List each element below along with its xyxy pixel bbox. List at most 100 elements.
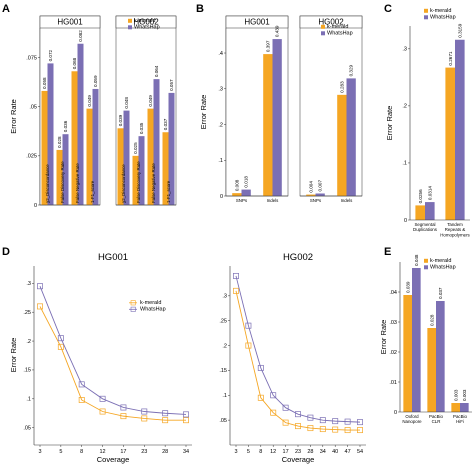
facet-title: HG001 xyxy=(244,18,270,27)
bar-value-label: 0.064 xyxy=(154,65,159,77)
y-tick-label: .05 xyxy=(29,104,37,110)
legend-marker xyxy=(130,300,136,306)
y-tick-label: 0 xyxy=(34,203,37,209)
data-point-whatshap xyxy=(78,381,85,388)
y-tick-label: .3 xyxy=(402,47,407,53)
bar-value-label: 0.283 xyxy=(339,81,344,93)
legend-label-kmerald: k-merald xyxy=(430,8,451,14)
panel-letter-a: A xyxy=(2,3,10,15)
y-tick-label: .2 xyxy=(218,122,223,128)
y-tick-label: .03 xyxy=(389,320,397,326)
y-tick-label: .01 xyxy=(389,380,397,386)
bar-value-label: 0.058 xyxy=(42,77,47,89)
category-label: PacBio CLR xyxy=(429,414,443,424)
x-tick-label: 8 xyxy=(259,449,262,455)
facet-title: HG002 xyxy=(133,18,159,27)
bar-kmerald xyxy=(162,132,169,205)
bar-value-label: 0.049 xyxy=(87,95,92,107)
bar-whatshap xyxy=(272,39,282,196)
legend-label-whatshap: WhatsHap xyxy=(327,31,353,37)
data-point-whatshap xyxy=(120,404,127,411)
y-tick-label: .2 xyxy=(26,339,31,345)
data-point-kmerald xyxy=(357,427,363,434)
bar-value-label: 0.0256 xyxy=(418,189,423,203)
bar-value-label: 0.003 xyxy=(453,389,458,401)
legend-label-kmerald: k-merald xyxy=(140,300,161,306)
y-axis-label: Error Rate xyxy=(385,106,394,141)
bar-value-label: 0.003 xyxy=(462,389,467,401)
category-label: 1-F1_score xyxy=(166,180,171,203)
legend-swatch xyxy=(424,258,428,263)
bar-whatshap xyxy=(168,92,175,205)
bar-kmerald xyxy=(263,54,273,197)
bar-kmerald xyxy=(306,194,316,196)
data-point-kmerald xyxy=(282,419,289,426)
series-line-whatshap xyxy=(39,286,187,415)
category-label: Tandem Repeats & Homopolymers xyxy=(440,222,470,237)
y-tick-label: .3 xyxy=(26,281,31,287)
bar-value-label: 0.439 xyxy=(275,25,280,37)
y-tick-label: .2 xyxy=(402,104,407,110)
x-tick-label: 8 xyxy=(80,449,83,455)
data-point-kmerald xyxy=(141,415,148,422)
data-point-kmerald xyxy=(78,397,85,403)
legend-label-whatshap: WhatsHap xyxy=(134,25,160,31)
data-point-kmerald xyxy=(99,408,106,415)
category-label: SNPs xyxy=(236,198,248,203)
legend-swatch xyxy=(424,8,428,13)
x-tick-label: 23 xyxy=(295,449,301,455)
y-axis-label: Error Rate xyxy=(9,338,18,373)
bar-value-label: 0.036 xyxy=(63,120,68,132)
panel-letter-e: E xyxy=(384,246,391,258)
bar-value-label: 0.057 xyxy=(169,79,174,91)
data-point-whatshap xyxy=(282,404,289,411)
category-label: Oxford Nanopore xyxy=(402,414,422,424)
facet-title: HG002 xyxy=(318,18,344,27)
bar-value-label: 0.068 xyxy=(72,57,77,69)
bar-value-label: 0.025 xyxy=(133,142,138,154)
category-label-line: PacBio xyxy=(453,414,467,419)
y-tick-label: .1 xyxy=(222,393,227,399)
bar-value-label: 0.048 xyxy=(414,254,419,266)
bar-value-label: 0.0314 xyxy=(427,186,432,200)
y-tick-label: .4 xyxy=(218,51,223,57)
y-axis-label: Error Rate xyxy=(199,95,208,130)
data-point-kmerald xyxy=(245,342,252,349)
x-tick-label: 12 xyxy=(270,449,276,455)
bar-whatshap xyxy=(92,88,99,205)
data-point-whatshap xyxy=(332,418,339,425)
y-tick-label: .3 xyxy=(222,294,227,300)
y-tick-label: .3 xyxy=(218,87,223,93)
x-axis-label: Coverage xyxy=(282,455,315,464)
data-point-whatshap xyxy=(344,418,351,425)
y-tick-label: .05 xyxy=(23,425,31,431)
bar-value-label: 0.037 xyxy=(163,118,168,130)
bar-kmerald xyxy=(415,205,425,220)
bar-value-label: 0.037 xyxy=(438,287,443,299)
category-label-line: SNPs xyxy=(310,198,322,203)
x-tick-label: 34 xyxy=(320,449,326,455)
bar-whatshap xyxy=(455,39,465,220)
legend-label-kmerald: k-merald xyxy=(327,24,348,30)
y-tick-label: .04 xyxy=(389,290,397,296)
y-axis-label: Error Rate xyxy=(379,320,388,355)
panel-letter-d: D xyxy=(2,246,10,258)
data-point-kmerald xyxy=(120,413,127,420)
data-point-kmerald xyxy=(183,417,189,424)
category-label: SNPs xyxy=(310,198,322,203)
x-tick-label: 3 xyxy=(234,449,237,455)
y-tick-label: 0 xyxy=(404,218,407,224)
x-tick-label: 12 xyxy=(100,449,106,455)
bar-whatshap xyxy=(123,110,130,205)
legend-swatch xyxy=(128,25,132,30)
legend-marker xyxy=(130,306,136,312)
category-label-line: Indels xyxy=(341,198,354,203)
bar-value-label: 0.004 xyxy=(308,181,313,193)
y-tick-label: .025 xyxy=(26,154,37,160)
data-point-whatshap xyxy=(162,410,169,417)
bar-value-label: 0.397 xyxy=(265,40,270,52)
x-axis-label: Coverage xyxy=(97,455,130,464)
y-tick-label: .1 xyxy=(402,161,407,167)
